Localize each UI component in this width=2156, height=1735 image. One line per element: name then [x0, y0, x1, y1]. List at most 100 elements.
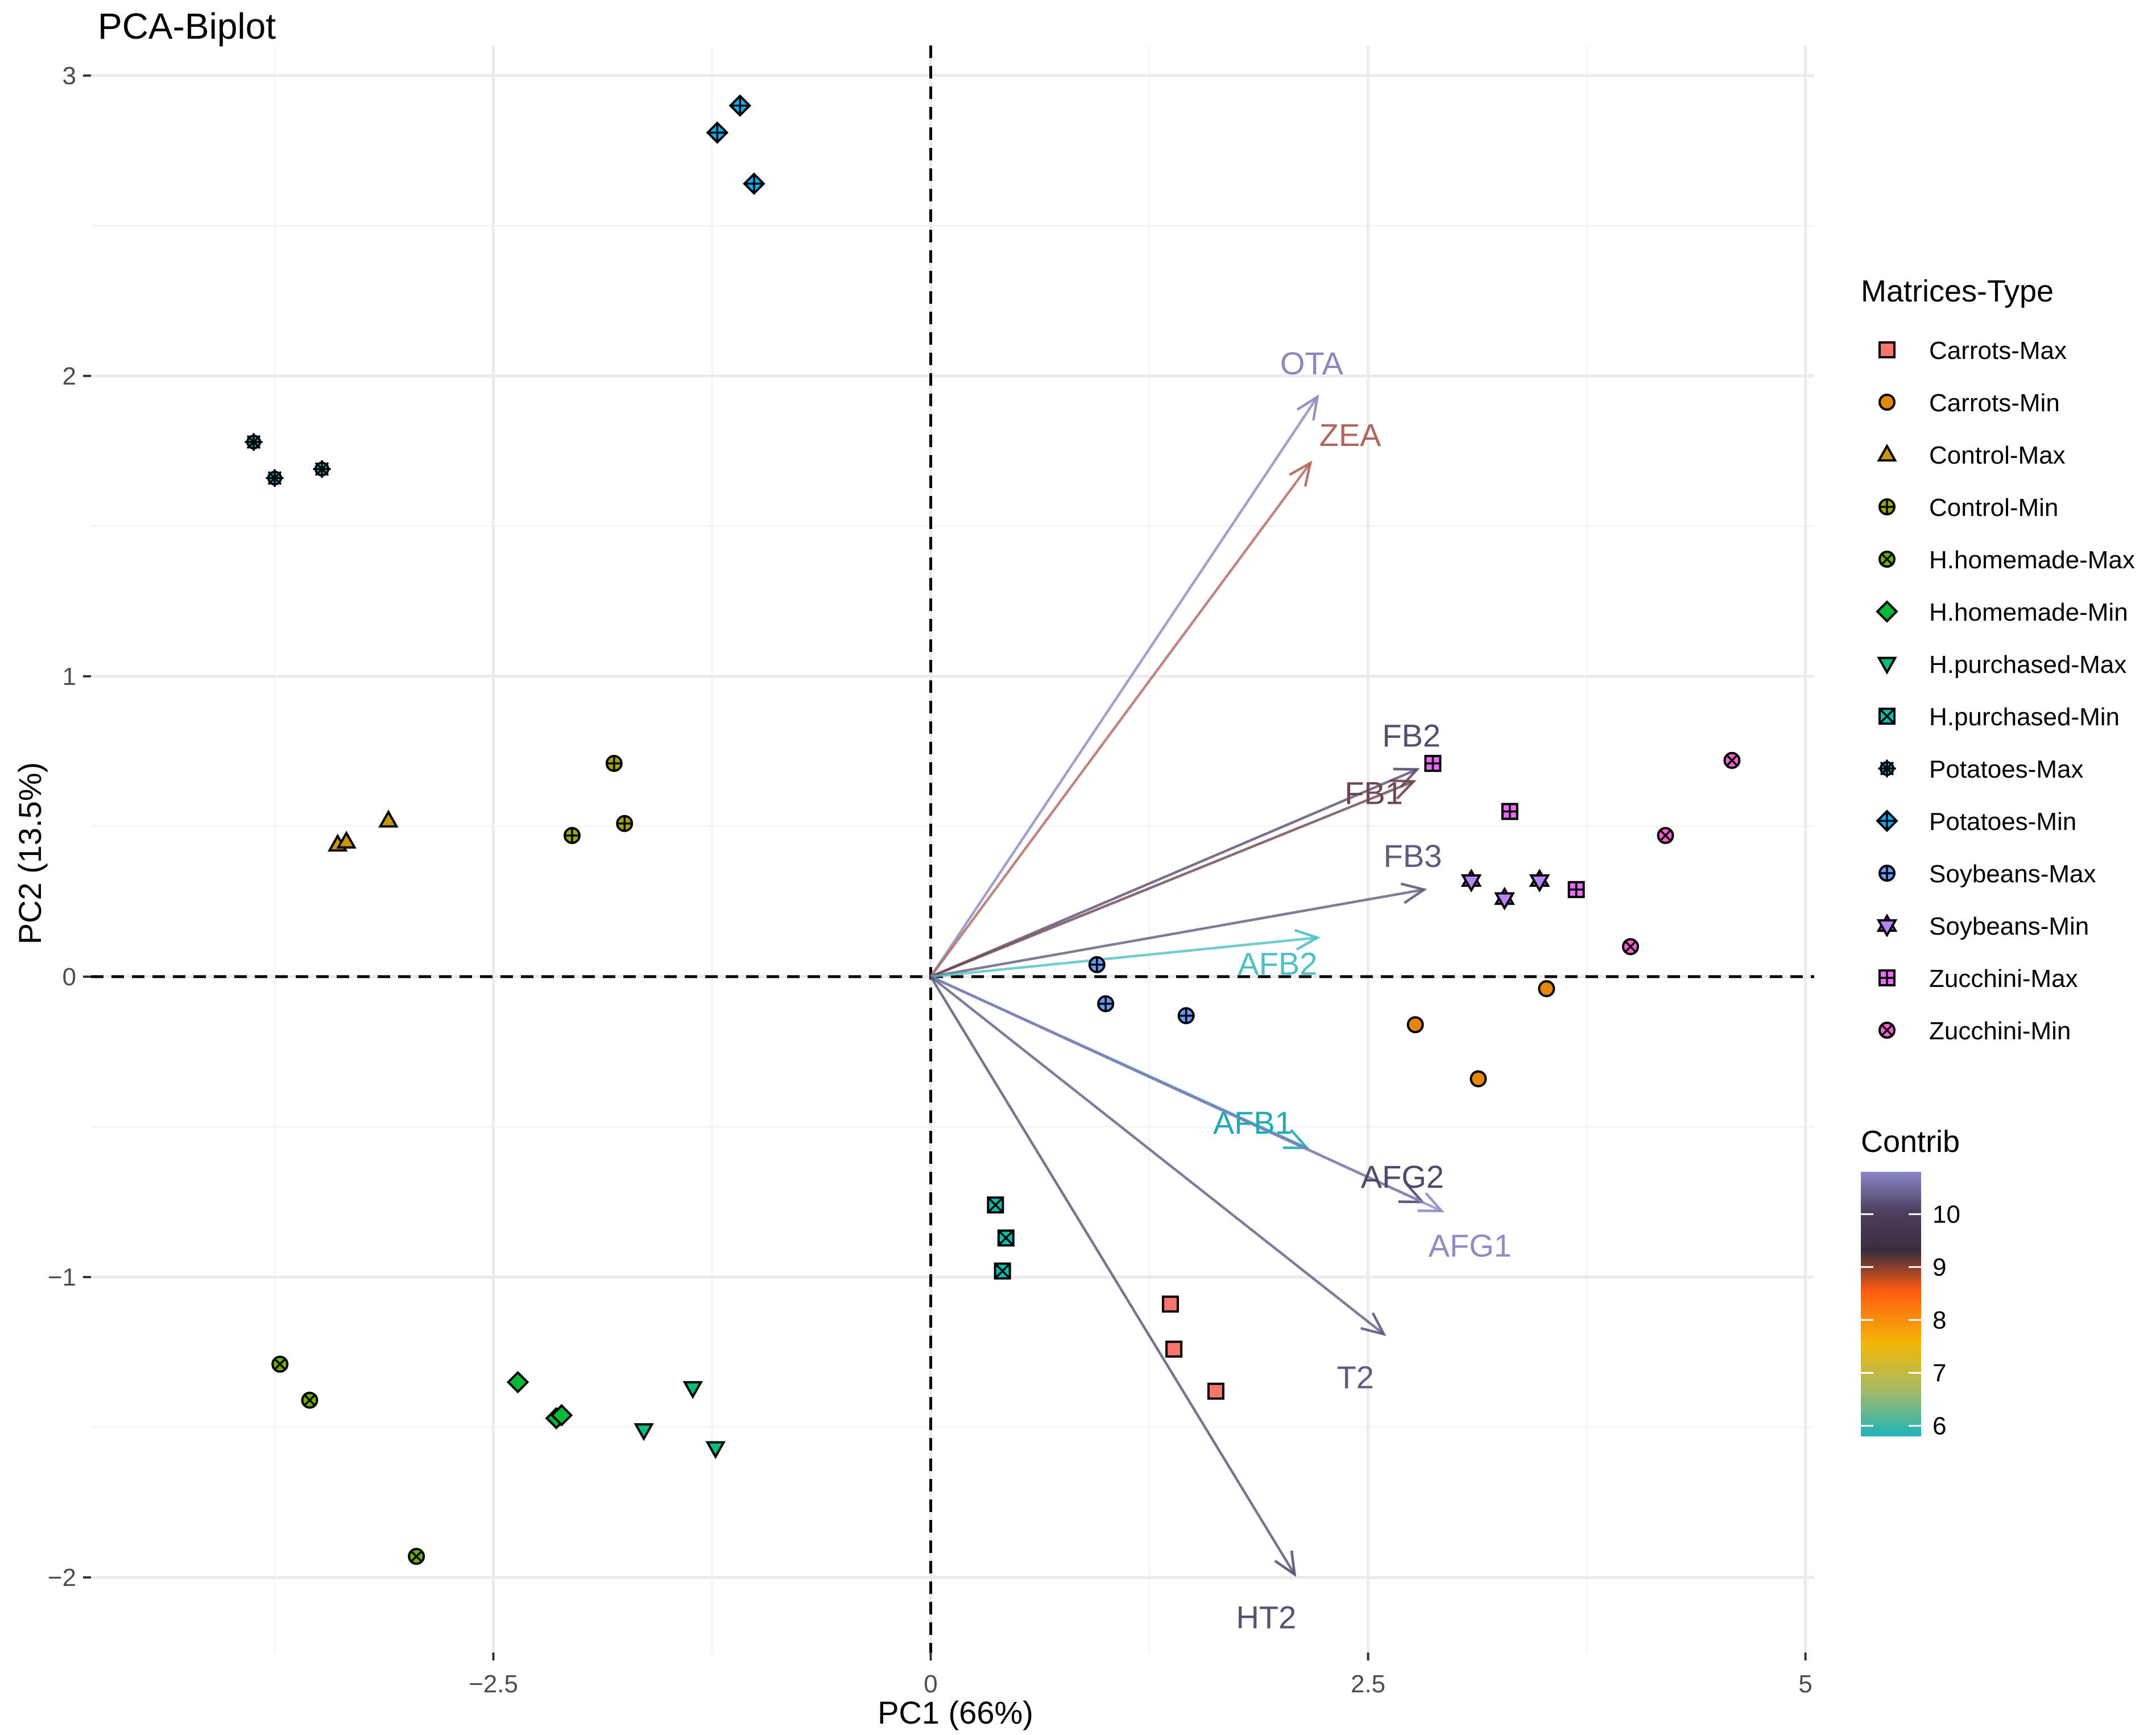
marker-shape — [682, 1381, 703, 1399]
loading-arrow-ota — [929, 396, 1319, 978]
point-h-purchased-max — [705, 1441, 726, 1459]
point-soybeans-min — [1529, 869, 1550, 893]
marker-shape — [1494, 892, 1515, 911]
marker-stroke — [998, 1230, 1015, 1246]
legend-key-control-max — [1877, 443, 1897, 462]
y-tick-label: 1 — [63, 663, 76, 691]
point-soybeans-max — [1177, 1007, 1195, 1025]
loading-label-afb2: AFB2 — [1238, 945, 1317, 981]
legend: Matrices-Type Carrots-Max Carrots-Min Cont… — [1861, 274, 2135, 1045]
point-control-min — [616, 815, 634, 832]
marker-shape — [1876, 600, 1898, 623]
loading-arrowhead-ht2 — [1274, 1550, 1297, 1577]
point-potatoes-min — [743, 172, 765, 195]
marker-stroke — [304, 1394, 316, 1406]
marker-stroke — [1881, 553, 1893, 565]
marker-shape — [1460, 874, 1482, 893]
legend-key-carrots-max — [1878, 341, 1896, 358]
legend-label-zucchini-max: Zucchini-Max — [1929, 965, 2078, 993]
point-carrots-min — [1406, 1016, 1424, 1034]
marker-shape — [506, 1371, 529, 1394]
legend-key-carrots-min — [1878, 394, 1896, 411]
loading-label-t2: T2 — [1337, 1359, 1374, 1395]
loading-label-fb3: FB3 — [1384, 838, 1442, 874]
point-h-homemade-min — [550, 1404, 573, 1427]
x-tick-label: −2.5 — [469, 1670, 518, 1698]
x-tick-label: 5 — [1798, 1670, 1812, 1698]
loading-arrow-zea — [929, 462, 1311, 978]
legend-label-potatoes-min: Potatoes-Min — [1929, 808, 2076, 836]
point-h-purchased-min — [997, 1229, 1015, 1247]
x-tick-label: 2.5 — [1351, 1670, 1385, 1698]
loading-arrow-ht2 — [929, 976, 1296, 1575]
point-carrots-min — [1470, 1070, 1487, 1088]
legend-key-h-homemade-min — [1876, 600, 1898, 623]
marker-shape — [705, 1441, 726, 1459]
y-axis-label: PC2 (13.5%) — [12, 762, 48, 945]
legend-label-carrots-max: Carrots-Max — [1929, 337, 2067, 365]
loading-arrow-fb3 — [930, 888, 1425, 978]
point-h-purchased-max — [682, 1381, 703, 1399]
point-zucchini-max — [1567, 881, 1585, 898]
point-control-min — [605, 755, 623, 773]
marker-shape — [1877, 656, 1897, 675]
legend-title: Matrices-Type — [1861, 274, 2054, 308]
loading-arrow-afg1 — [930, 975, 1442, 1212]
colorbar-gradient — [1861, 1172, 1921, 1436]
marker-shape — [1207, 1382, 1224, 1400]
colorbar-tick-label: 9 — [1932, 1253, 1946, 1281]
loading-vectors: OTA ZEA FB2 FB1 FB3 AFB2 AFB1 AFG2 AFG1 T2 HT2 — [929, 345, 1512, 1635]
loading-label-fb2: FB2 — [1382, 718, 1441, 754]
loading-arrowhead-afb2 — [1294, 928, 1321, 951]
point-soybeans-max — [1097, 995, 1115, 1013]
marker-shape — [1538, 980, 1555, 998]
point-h-homemade-max — [271, 1356, 289, 1373]
y-tick-label: −1 — [48, 1263, 76, 1291]
marker-shape — [1876, 919, 1898, 937]
y-tick-label: 2 — [63, 362, 76, 390]
marker-stroke — [1624, 940, 1637, 953]
marker-shape — [1165, 1340, 1183, 1358]
marker-stroke — [274, 1358, 286, 1370]
legend-key-zucchini-max — [1878, 969, 1896, 986]
marker-stroke — [987, 1196, 1004, 1213]
legend-key-h-homemade-max — [1878, 551, 1896, 568]
loading-arrow-afb2 — [930, 936, 1318, 978]
point-h-homemade-max — [301, 1391, 318, 1409]
point-potatoes-max — [266, 469, 284, 487]
reference-lines — [91, 46, 1814, 1653]
legend-key-h-purchased-min — [1878, 708, 1896, 725]
loading-arrowhead-zea — [1289, 460, 1313, 487]
loading-label-fb1: FB1 — [1344, 775, 1403, 811]
loading-label-afg1: AFG1 — [1429, 1228, 1512, 1263]
colorbar-tick-label: 6 — [1932, 1412, 1946, 1440]
marker-shape — [1878, 341, 1896, 358]
point-potatoes-min — [706, 121, 729, 144]
colorbar-tick-label: 10 — [1932, 1200, 1960, 1228]
point-soybeans-max — [1088, 956, 1106, 973]
point-h-purchased-min — [994, 1262, 1011, 1280]
marker-stroke — [994, 1263, 1011, 1279]
marker-shape — [634, 1423, 654, 1441]
legend-key-potatoes-min — [1876, 809, 1898, 832]
marker-shape — [1878, 394, 1896, 411]
loading-arrow-fb2 — [930, 768, 1418, 978]
loading-arrow-fb1 — [930, 780, 1414, 978]
point-potatoes-max — [245, 433, 263, 451]
point-h-homemade-min — [506, 1371, 529, 1394]
marker-stroke — [246, 435, 261, 449]
point-potatoes-max — [313, 460, 331, 478]
legend-label-soybeans-min: Soybeans-Min — [1929, 912, 2089, 940]
point-h-purchased-min — [987, 1196, 1004, 1214]
legend-label-control-min: Control-Min — [1929, 494, 2058, 522]
colorbar: Contrib 6 7 8 9 10 — [1861, 1125, 1960, 1440]
legend-key-soybeans-min — [1876, 914, 1898, 937]
marker-shape — [1877, 443, 1897, 462]
point-carrots-max — [1207, 1382, 1224, 1400]
point-zucchini-min — [1723, 751, 1741, 769]
point-carrots-max — [1165, 1340, 1183, 1358]
loading-arrowhead-t2 — [1360, 1312, 1387, 1336]
legend-key-zucchini-min — [1878, 1022, 1896, 1039]
marker-shape — [1161, 1295, 1179, 1313]
